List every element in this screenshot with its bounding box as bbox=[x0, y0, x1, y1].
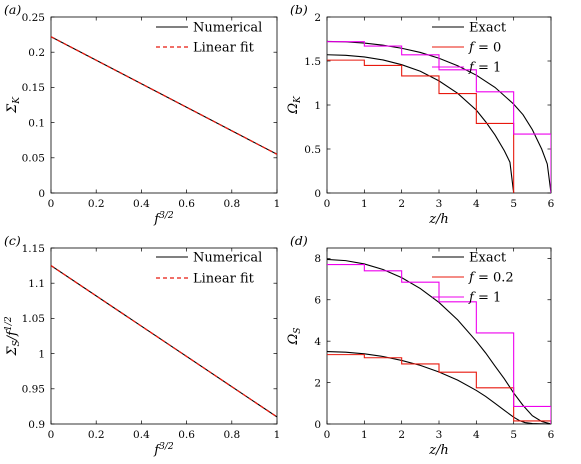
y-tick-label: 1.05 bbox=[22, 313, 45, 325]
panel-2: 0 1 2 3 4 5 6 0 0.5 1 1.5 2 Exact f = 0 f = 1 (b) z/h ΩK​ bbox=[286, 2, 555, 227]
x-tick-label: 0.6 bbox=[178, 198, 195, 210]
x-tick-label: 5 bbox=[510, 198, 517, 210]
plot-area-frame bbox=[50, 247, 278, 425]
y-tick-label: 1.15 bbox=[22, 243, 45, 255]
series-line-exact bbox=[327, 40, 551, 193]
series-group bbox=[51, 265, 277, 418]
y-tick-label: 0.95 bbox=[22, 384, 45, 396]
x-tick-label: 0 bbox=[324, 429, 331, 441]
x-tick-label: 4 bbox=[473, 429, 480, 441]
y-tick-label: 0.1 bbox=[28, 117, 45, 129]
y-tick-label: 1 bbox=[314, 100, 321, 112]
y-tick-label: 0.05 bbox=[22, 153, 45, 165]
panel-label: (d) bbox=[290, 233, 308, 248]
y-tick-label: 6 bbox=[314, 295, 321, 307]
x-tick-label: 0 bbox=[324, 198, 331, 210]
panel-3: 0 0.2 0.4 0.6 0.8 1 0.9 0.95 1 1.05 1.1 1.15 Numeric… bbox=[4, 233, 280, 458]
series-line-exact bbox=[327, 350, 551, 424]
y-tick-label: 1.5 bbox=[304, 56, 321, 68]
x-tick-label: 0.6 bbox=[178, 429, 195, 441]
x-tick-label: 0.4 bbox=[133, 429, 150, 441]
y-tick-label: 2 bbox=[314, 12, 321, 24]
y-tick-label: 1.1 bbox=[28, 278, 45, 290]
y-tick-label: 0 bbox=[314, 419, 321, 431]
x-tick-label: 0.2 bbox=[88, 198, 105, 210]
x-tick-label: 0.2 bbox=[88, 429, 105, 441]
panel-4: 0 1 2 3 4 5 6 0 2 4 6 8 Exact f = 0.2 f = 1 (d) z/h ΩS​ bbox=[286, 233, 555, 458]
panel-label: (a) bbox=[4, 2, 21, 17]
y-tick-label: 4 bbox=[314, 336, 321, 348]
legend-label: Exact bbox=[469, 21, 507, 36]
y-axis-label: ΣK​ bbox=[5, 96, 22, 114]
x-tick-label: 2 bbox=[398, 198, 405, 210]
x-tick-label: 4 bbox=[473, 198, 480, 210]
x-tick-label: 1 bbox=[361, 429, 368, 441]
x-tick-label: 6 bbox=[548, 429, 555, 441]
y-tick-label: 0 bbox=[38, 188, 45, 200]
legend-label: Linear fit bbox=[193, 41, 255, 56]
series-line-exact bbox=[327, 54, 515, 193]
series-line-f-1 bbox=[327, 41, 551, 193]
legend-label: f = 1 bbox=[468, 291, 501, 306]
x-tick-label: 1 bbox=[361, 198, 368, 210]
plot-area-frame bbox=[50, 16, 278, 194]
series-group bbox=[327, 258, 551, 424]
y-tick-label: 0.2 bbox=[28, 47, 45, 59]
x-tick-label: 2 bbox=[398, 429, 405, 441]
x-tick-label: 5 bbox=[510, 429, 517, 441]
y-axis-label: ΩK​ bbox=[286, 95, 303, 115]
x-tick-label: 6 bbox=[548, 198, 555, 210]
legend-label: Numerical bbox=[193, 21, 262, 36]
y-axis-label: ΩS​ bbox=[286, 327, 303, 345]
y-tick-label: 0 bbox=[314, 188, 321, 200]
x-axis-label: z/h bbox=[428, 212, 449, 227]
x-tick-label: 0.8 bbox=[223, 429, 240, 441]
legend-label: Exact bbox=[469, 251, 507, 266]
y-tick-label: 2 bbox=[314, 377, 321, 389]
legend-label: f = 0 bbox=[468, 41, 501, 56]
y-tick-label: 0.25 bbox=[22, 12, 45, 24]
x-axis-label: f3/2​ bbox=[153, 442, 174, 458]
series-line-linear-fit bbox=[51, 36, 277, 155]
series-line-f-0-2 bbox=[327, 354, 551, 424]
legend-label: Linear fit bbox=[193, 272, 255, 287]
panel-1: 0 0.2 0.4 0.6 0.8 1 0 0.05 0.1 0.15 0.2 0.25 Numeric… bbox=[4, 2, 280, 227]
panel-label: (b) bbox=[290, 2, 308, 17]
x-tick-label: 0 bbox=[48, 198, 55, 210]
y-tick-label: 8 bbox=[314, 253, 321, 265]
series-group bbox=[51, 36, 277, 155]
x-tick-label: 3 bbox=[436, 198, 443, 210]
x-tick-label: 3 bbox=[436, 429, 443, 441]
legend-label: f = 1 bbox=[468, 61, 501, 76]
x-tick-label: 0.8 bbox=[223, 198, 240, 210]
series-group bbox=[327, 40, 551, 193]
series-line-f-0 bbox=[327, 59, 515, 193]
x-axis-label: z/h bbox=[428, 443, 449, 458]
legend-label: f = 0.2 bbox=[468, 271, 514, 286]
x-tick-label: 0.4 bbox=[133, 198, 150, 210]
series-line-linear-fit bbox=[51, 265, 277, 418]
y-tick-label: 0.15 bbox=[22, 82, 45, 94]
series-line-exact bbox=[327, 258, 551, 424]
y-axis-label: ΣS​/f1/2​ bbox=[4, 316, 22, 356]
x-tick-label: 0 bbox=[48, 429, 55, 441]
panel-label: (c) bbox=[4, 233, 21, 248]
plot-area-frame bbox=[326, 16, 552, 194]
y-tick-label: 1 bbox=[38, 348, 45, 360]
x-axis-label: f3/2​ bbox=[153, 211, 174, 227]
x-tick-label: 1 bbox=[274, 429, 281, 441]
legend-label: Numerical bbox=[193, 251, 262, 266]
series-line-f-1 bbox=[327, 264, 551, 424]
y-tick-label: 0.5 bbox=[304, 144, 321, 156]
x-tick-label: 1 bbox=[274, 198, 281, 210]
y-tick-label: 0.9 bbox=[28, 419, 45, 431]
